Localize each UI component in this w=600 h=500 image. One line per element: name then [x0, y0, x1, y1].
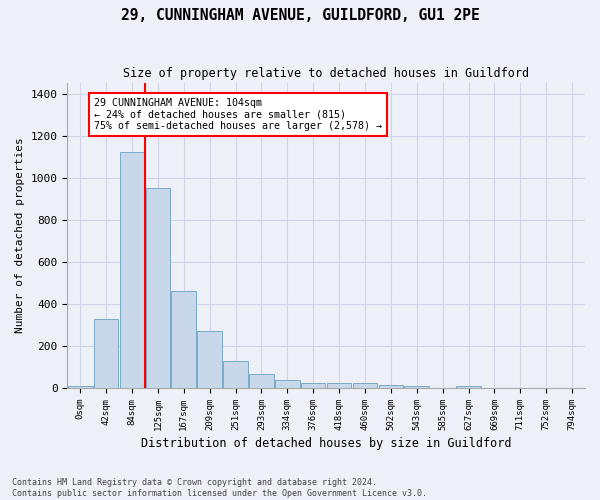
Text: 29 CUNNINGHAM AVENUE: 104sqm
← 24% of detached houses are smaller (815)
75% of s: 29 CUNNINGHAM AVENUE: 104sqm ← 24% of de…	[94, 98, 382, 131]
Bar	[68, 386, 92, 388]
X-axis label: Distribution of detached houses by size in Guildford: Distribution of detached houses by size …	[141, 437, 511, 450]
Bar	[172, 292, 196, 388]
Bar	[379, 385, 403, 388]
Y-axis label: Number of detached properties: Number of detached properties	[15, 138, 25, 334]
Bar	[223, 360, 248, 388]
Bar	[301, 384, 325, 388]
Bar	[197, 332, 222, 388]
Bar	[327, 383, 352, 388]
Bar	[146, 188, 170, 388]
Bar	[456, 386, 481, 388]
Text: 29, CUNNINGHAM AVENUE, GUILDFORD, GU1 2PE: 29, CUNNINGHAM AVENUE, GUILDFORD, GU1 2P…	[121, 8, 479, 22]
Title: Size of property relative to detached houses in Guildford: Size of property relative to detached ho…	[123, 68, 529, 80]
Bar	[275, 380, 299, 388]
Bar	[119, 152, 144, 388]
Bar	[404, 386, 429, 388]
Text: Contains HM Land Registry data © Crown copyright and database right 2024.
Contai: Contains HM Land Registry data © Crown c…	[12, 478, 427, 498]
Bar	[353, 384, 377, 388]
Bar	[249, 374, 274, 388]
Bar	[94, 318, 118, 388]
